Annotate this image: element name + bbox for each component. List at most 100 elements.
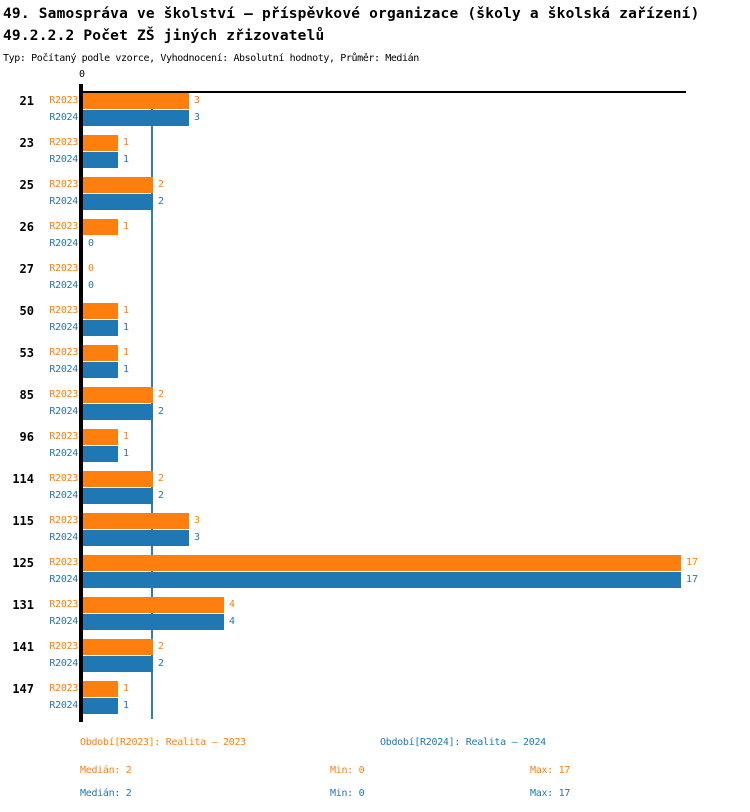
bar-value-label: 2: [158, 196, 165, 207]
series-label-r2024: R2024: [49, 490, 78, 501]
bar-value-label: 1: [123, 305, 130, 316]
series-label-r2024: R2024: [49, 280, 78, 291]
bar-r2023: [83, 219, 118, 235]
category-label: 114: [12, 472, 34, 486]
legend-item-r2023: Období[R2023]: Realita – 2023: [80, 737, 246, 748]
bar-value-label: 3: [194, 112, 201, 123]
stat-min-r2024: Min: 0: [330, 788, 365, 799]
bar-value-label: 2: [158, 490, 165, 501]
bar-r2024: [83, 320, 118, 336]
y-axis-line: [79, 84, 83, 722]
bar-value-label: 17: [686, 557, 699, 568]
bar-value-label: 4: [229, 599, 236, 610]
series-label-r2024: R2024: [49, 700, 78, 711]
bar-r2024: [83, 362, 118, 378]
bar-value-label: 1: [123, 448, 130, 459]
series-label-r2023: R2023: [49, 221, 78, 232]
bar-value-label: 0: [88, 238, 95, 249]
bar-r2023: [83, 429, 118, 445]
bar-r2024: [83, 194, 153, 210]
category-label: 50: [19, 304, 34, 318]
category-label: 26: [19, 220, 34, 234]
series-label-r2024: R2024: [49, 574, 78, 585]
category-label: 25: [19, 178, 34, 192]
bar-r2023: [83, 513, 189, 529]
category-label: 53: [19, 346, 34, 360]
series-label-r2023: R2023: [49, 389, 78, 400]
bar-value-label: 3: [194, 95, 201, 106]
bar-r2024: [83, 152, 118, 168]
bar-value-label: 2: [158, 179, 165, 190]
bar-r2024: [83, 530, 189, 546]
bar-r2024: [83, 656, 153, 672]
bar-value-label: 17: [686, 574, 699, 585]
bar-value-label: 3: [194, 532, 201, 543]
bar-r2023: [83, 93, 189, 109]
series-label-r2024: R2024: [49, 364, 78, 375]
x-axis-line: [82, 91, 686, 93]
bar-value-label: 4: [229, 616, 236, 627]
bar-value-label: 1: [123, 322, 130, 333]
series-label-r2023: R2023: [49, 599, 78, 610]
series-label-r2023: R2023: [49, 347, 78, 358]
bar-r2024: [83, 698, 118, 714]
bar-value-label: 3: [194, 515, 201, 526]
stat-median-r2024: Medián: 2: [80, 788, 132, 799]
bar-r2023: [83, 681, 118, 697]
series-label-r2023: R2023: [49, 557, 78, 568]
bar-value-label: 1: [123, 364, 130, 375]
series-label-r2024: R2024: [49, 448, 78, 459]
series-label-r2024: R2024: [49, 196, 78, 207]
bar-value-label: 2: [158, 473, 165, 484]
bar-r2023: [83, 639, 153, 655]
bar-value-label: 1: [123, 683, 130, 694]
stat-max-r2024: Max: 17: [530, 788, 571, 799]
bar-value-label: 1: [123, 431, 130, 442]
series-label-r2023: R2023: [49, 473, 78, 484]
x-axis-zero-tick-label: 0: [78, 69, 86, 80]
category-label: 21: [19, 94, 34, 108]
bar-value-label: 2: [158, 406, 165, 417]
bar-r2023: [83, 471, 153, 487]
series-label-r2024: R2024: [49, 322, 78, 333]
series-label-r2023: R2023: [49, 179, 78, 190]
series-label-r2023: R2023: [49, 263, 78, 274]
bar-r2023: [83, 345, 118, 361]
bar-value-label: 1: [123, 137, 130, 148]
bar-r2024: [83, 572, 681, 588]
category-label: 115: [12, 514, 34, 528]
stat-max-r2023: Max: 17: [530, 765, 571, 776]
bar-r2023: [83, 555, 681, 571]
stat-median-r2023: Medián: 2: [80, 765, 132, 776]
bar-r2023: [83, 387, 153, 403]
bar-value-label: 1: [123, 154, 130, 165]
bar-value-label: 1: [123, 700, 130, 711]
series-label-r2024: R2024: [49, 532, 78, 543]
series-label-r2024: R2024: [49, 658, 78, 669]
page-subtitle: 49.2.2.2 Počet ZŠ jiných zřizovatelů: [3, 28, 325, 44]
stat-min-r2023: Min: 0: [330, 765, 365, 776]
bar-r2023: [83, 303, 118, 319]
category-label: 131: [12, 598, 34, 612]
page-title: 49. Samospráva ve školství – příspěvkové…: [3, 6, 700, 22]
bar-value-label: 2: [158, 641, 165, 652]
category-label: 147: [12, 682, 34, 696]
bar-r2023: [83, 177, 153, 193]
bar-value-label: 0: [88, 263, 95, 274]
chart-type-line: Typ: Počítaný podle vzorce, Vyhodnocení:…: [3, 53, 419, 64]
bar-r2023: [83, 597, 224, 613]
bar-value-label: 1: [123, 221, 130, 232]
bar-value-label: 1: [123, 347, 130, 358]
series-label-r2024: R2024: [49, 238, 78, 249]
series-label-r2023: R2023: [49, 641, 78, 652]
bar-r2024: [83, 110, 189, 126]
series-label-r2024: R2024: [49, 406, 78, 417]
series-label-r2023: R2023: [49, 515, 78, 526]
category-label: 125: [12, 556, 34, 570]
bar-value-label: 2: [158, 658, 165, 669]
category-label: 96: [19, 430, 34, 444]
bar-value-label: 0: [88, 280, 95, 291]
bar-r2024: [83, 446, 118, 462]
category-label: 141: [12, 640, 34, 654]
